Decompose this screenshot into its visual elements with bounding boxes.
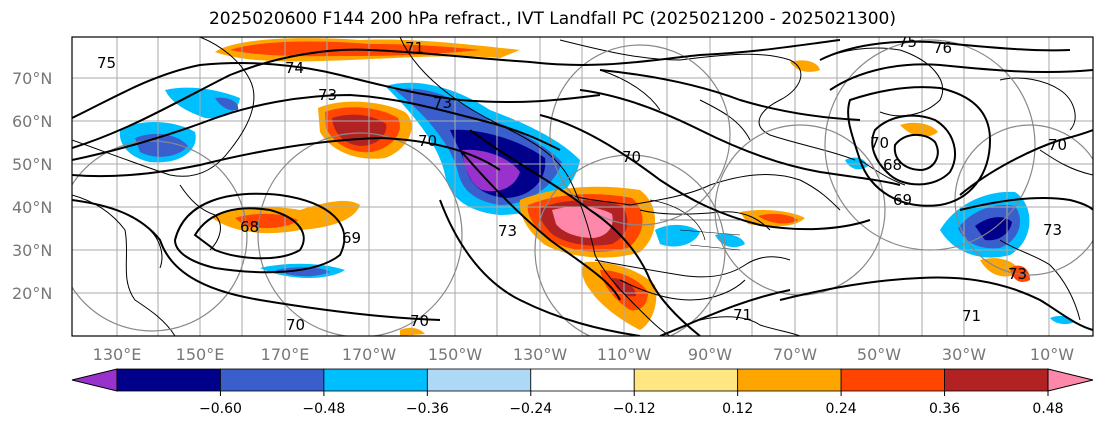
- colorbar-extend-max: [1047, 368, 1094, 392]
- contour-label: 73: [498, 222, 517, 240]
- lon-label: 10°W: [1030, 345, 1074, 364]
- lon-label: 50°W: [857, 345, 901, 364]
- contour-labels: 75 74 73 70 69 68 70 70 73 70 71 71 69 6…: [97, 33, 1067, 334]
- contour-label: 69: [893, 191, 912, 209]
- colorbar-tick-label: −0.12: [613, 401, 656, 417]
- contour-label: 76: [933, 39, 952, 57]
- contour-label: 69: [342, 229, 361, 247]
- lat-label: 30°N: [12, 241, 52, 260]
- contour-label: 73: [433, 94, 452, 112]
- map-frame: [71, 36, 1094, 337]
- contour-label: 73: [1008, 265, 1027, 283]
- contour-label: 75: [898, 33, 917, 51]
- colorbar-tick-label: 0.12: [722, 401, 753, 417]
- contour-label: 74: [285, 59, 304, 77]
- lon-label: 170°W: [342, 345, 397, 364]
- lon-label: 70°W: [773, 345, 817, 364]
- lat-label: 70°N: [12, 69, 52, 88]
- contour-label: 70: [286, 316, 305, 334]
- contour-label: 68: [240, 218, 259, 236]
- contour-label: 71: [733, 306, 752, 324]
- longitude-labels: 130°E 150°E 170°E 170°W 150°W 130°W 110°…: [93, 345, 1075, 364]
- colorbar-swatch: [530, 368, 635, 392]
- colorbar-tick-label: 0.36: [929, 401, 960, 417]
- colorbar-swatch: [944, 368, 1049, 392]
- lon-label: 130°W: [513, 345, 568, 364]
- map-title: 2025020600 F144 200 hPa refract., IVT La…: [208, 9, 896, 29]
- contour-label: 73: [1043, 221, 1062, 239]
- colorbar-tick-label: 0.24: [826, 401, 857, 417]
- contour-label: 70: [418, 132, 437, 150]
- height-contours: [72, 39, 1093, 336]
- colorbar-swatch: [633, 368, 739, 392]
- colorbar-tick-label: 0.48: [1032, 401, 1063, 417]
- lat-label: 60°N: [12, 112, 52, 131]
- lon-label: 150°W: [428, 345, 483, 364]
- lon-label: 170°E: [261, 345, 310, 364]
- colorbar-swatch: [220, 368, 325, 392]
- lat-label: 50°N: [12, 155, 52, 174]
- colorbar: −0.60 −0.48 −0.36 −0.24 −0.12 0.12 0.24 0.36 0.4…: [71, 368, 1094, 417]
- contour-label: 70: [622, 148, 641, 166]
- graticule: [72, 37, 1093, 336]
- contour-label: 73: [318, 86, 337, 104]
- colorbar-swatch: [426, 368, 532, 392]
- lat-label: 20°N: [12, 284, 52, 303]
- colorbar-tick-label: −0.24: [509, 401, 552, 417]
- contour-label: 71: [962, 307, 981, 325]
- colorbar-swatch: [323, 368, 428, 392]
- contour-label: 75: [97, 54, 116, 72]
- colorbar-tick-label: −0.36: [406, 401, 449, 417]
- contour-label: 70: [870, 134, 889, 152]
- colorbar-tick-label: −0.60: [199, 401, 242, 417]
- contour-label: 70: [410, 312, 429, 330]
- colorbar-swatch: [840, 368, 945, 392]
- contour-label: 71: [405, 39, 424, 57]
- lon-label: 30°W: [942, 345, 986, 364]
- contour-label: 70: [1048, 136, 1067, 154]
- lon-label: 90°W: [688, 345, 732, 364]
- contour-label: 68: [883, 156, 902, 174]
- colorbar-tick-label: −0.48: [302, 401, 345, 417]
- colorbar-swatch: [737, 368, 842, 392]
- lon-label: 150°E: [176, 345, 225, 364]
- map-panel: 75 74 73 70 69 68 70 70 73 70 71 71 69 6…: [72, 33, 1093, 336]
- lon-label: 130°E: [93, 345, 142, 364]
- colorbar-swatch: [116, 368, 221, 392]
- colorbar-extend-min: [71, 368, 118, 392]
- lon-label: 110°W: [597, 345, 652, 364]
- lat-label: 40°N: [12, 198, 52, 217]
- latitude-labels: 70°N 60°N 50°N 40°N 30°N 20°N: [12, 69, 52, 303]
